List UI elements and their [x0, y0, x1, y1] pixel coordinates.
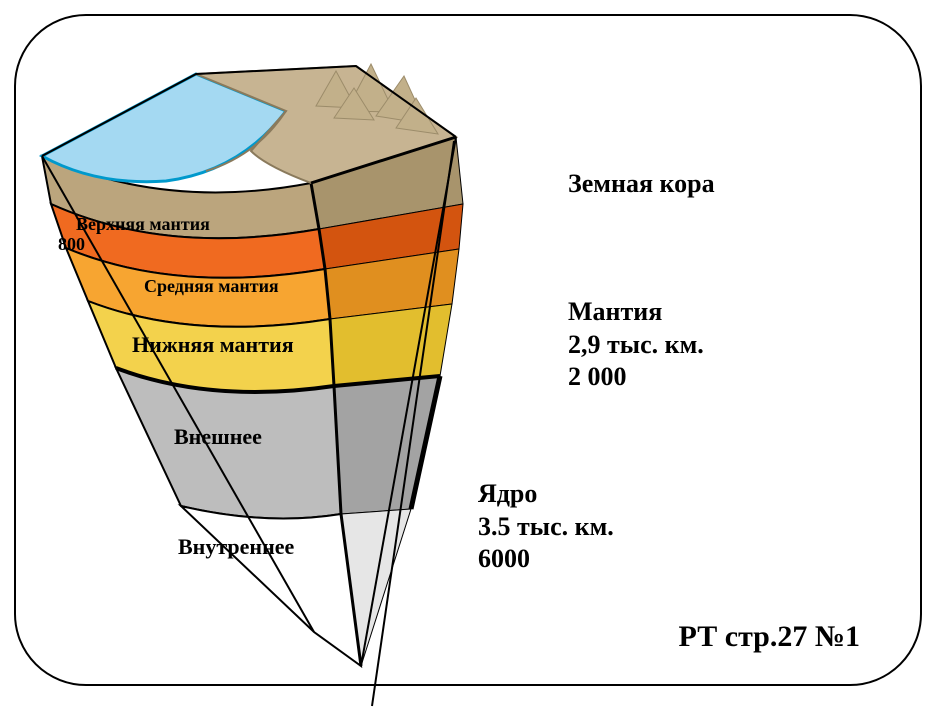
- label-upper-mantle: Верхняя мантия: [76, 214, 210, 235]
- annot-mantle-line3: 2 000: [568, 361, 704, 394]
- label-inner-core: Внутреннее: [178, 534, 294, 560]
- label-upper-mantle-value: 800: [58, 234, 85, 255]
- annot-crust-title: Земная кора: [568, 168, 715, 201]
- label-mid-mantle: Средняя мантия: [144, 276, 279, 297]
- label-lower-mantle: Нижняя мантия: [132, 332, 294, 358]
- annot-mantle-title: Мантия: [568, 296, 704, 329]
- earth-wedge-diagram: [16, 16, 924, 716]
- annot-mantle: Мантия 2,9 тыс. км. 2 000: [568, 296, 704, 394]
- inner-core-front: [181, 506, 361, 666]
- annot-core: Ядро 3.5 тыс. км. 6000: [478, 478, 614, 576]
- annot-core-line3: 6000: [478, 543, 614, 576]
- slide-frame: Верхняя мантия 800 Средняя мантия Нижняя…: [14, 14, 922, 686]
- lower-mantle-side: [330, 304, 452, 386]
- footer-reference: РТ стр.27 №1: [679, 620, 860, 654]
- annot-crust: Земная кора: [568, 168, 715, 201]
- annot-core-title: Ядро: [478, 478, 614, 511]
- annot-mantle-line2: 2,9 тыс. км.: [568, 329, 704, 362]
- label-outer-core: Внешнее: [174, 424, 262, 450]
- annot-core-line2: 3.5 тыс. км.: [478, 511, 614, 544]
